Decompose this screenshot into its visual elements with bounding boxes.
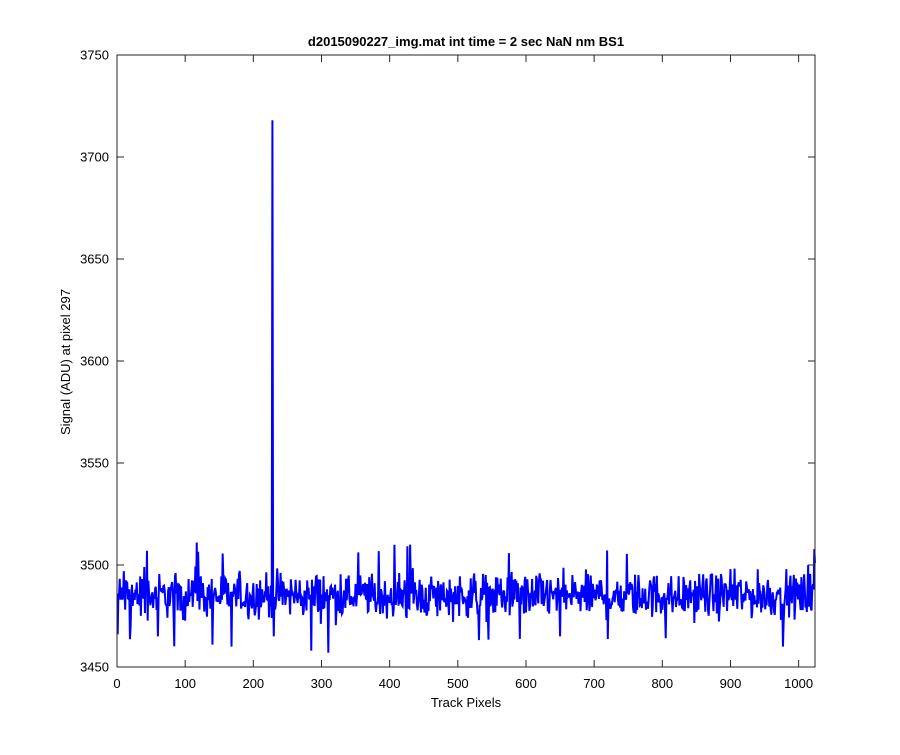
y-tick-label: 3600	[80, 354, 109, 369]
x-tick-label: 0	[113, 676, 120, 691]
x-tick-label: 900	[720, 676, 742, 691]
y-tick-label: 3650	[80, 252, 109, 267]
x-tick-label: 1000	[784, 676, 813, 691]
x-axis-label: Track Pixels	[431, 695, 502, 710]
plot-area: 0 100 200 300 400 500 600 700 800 900 1000 3450 3500…	[80, 48, 816, 691]
x-tick-label: 100	[174, 676, 196, 691]
y-tick-label: 3750	[80, 48, 109, 63]
x-tick-label: 500	[447, 676, 469, 691]
x-tick-label: 400	[379, 676, 401, 691]
plot-background	[117, 55, 815, 667]
y-tick-label: 3500	[80, 558, 109, 573]
x-tick-label: 200	[242, 676, 264, 691]
chart-title: d2015090227_img.mat int time = 2 sec NaN…	[308, 34, 624, 49]
series-line	[116, 120, 816, 653]
x-tick-label: 600	[515, 676, 537, 691]
y-tick-label: 3700	[80, 150, 109, 165]
x-tick-label: 300	[311, 676, 333, 691]
y-tick-label: 3550	[80, 456, 109, 471]
x-tick-label: 700	[583, 676, 605, 691]
x-tick-label: 800	[651, 676, 673, 691]
y-tick-label: 3450	[80, 660, 109, 675]
y-axis-label: Signal (ADU) at pixel 297	[58, 289, 73, 435]
